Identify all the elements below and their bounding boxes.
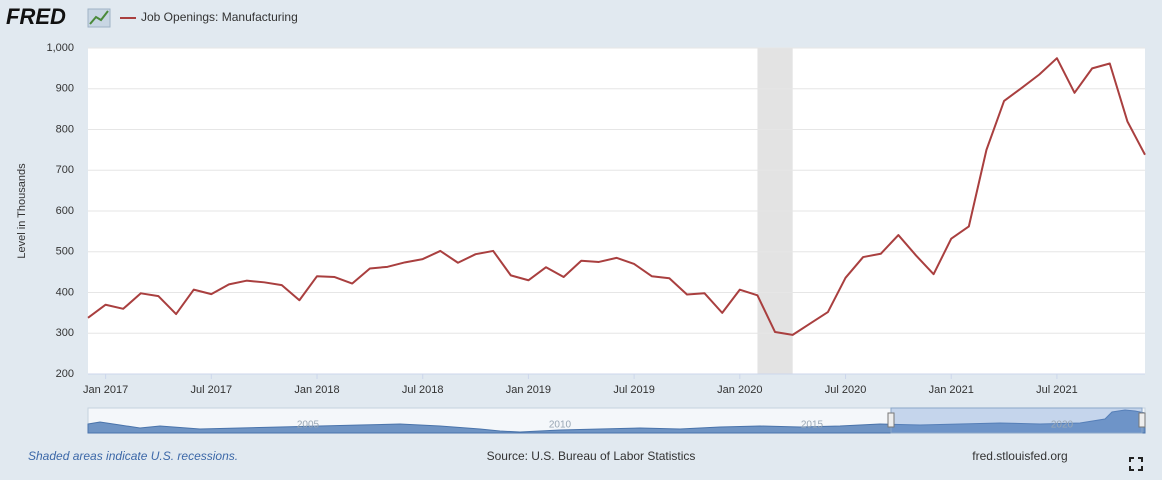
y-tick-label: 700 — [56, 164, 74, 176]
x-tick-label: Jul 2018 — [402, 384, 444, 396]
y-tick-label: 200 — [56, 368, 74, 380]
fullscreen-button[interactable] — [1129, 457, 1143, 471]
x-tick-label: Jan 2018 — [294, 384, 339, 396]
x-tick-label: Jan 2019 — [506, 384, 551, 396]
y-axis-label: Level in Thousands — [16, 163, 28, 259]
navigator-label: 2005 — [297, 420, 320, 431]
y-tick-label: 900 — [56, 83, 74, 95]
x-tick-label: Jul 2017 — [191, 384, 233, 396]
y-tick-label: 800 — [56, 123, 74, 135]
x-tick-label: Jan 2020 — [717, 384, 762, 396]
logo: FRED — [6, 4, 66, 29]
site: fred.stlouisfed.org — [972, 449, 1067, 463]
y-tick-label: 400 — [56, 286, 74, 298]
x-tick-label: Jan 2021 — [929, 384, 974, 396]
navigator-label: 2020 — [1051, 420, 1074, 431]
recession-note: Shaded areas indicate U.S. recessions. — [28, 449, 238, 463]
data-line — [87, 57, 1146, 336]
y-tick-label: 300 — [56, 327, 74, 339]
y-tick-label: 600 — [56, 205, 74, 217]
navigator — [87, 407, 1146, 434]
y-tick-label: 500 — [56, 246, 74, 258]
x-tick-label: Jul 2021 — [1036, 384, 1078, 396]
navigator-label: 2015 — [801, 420, 824, 431]
source: Source: U.S. Bureau of Labor Statistics — [487, 449, 696, 463]
x-tick-label: Jan 2017 — [83, 384, 128, 396]
logo-icon — [87, 8, 111, 28]
y-tick-label: 1,000 — [46, 42, 74, 54]
x-tick-label: Jul 2019 — [613, 384, 655, 396]
x-tick-label: Jul 2020 — [825, 384, 867, 396]
navigator-label: 2010 — [549, 420, 572, 431]
legend-label: Job Openings: Manufacturing — [141, 10, 298, 24]
